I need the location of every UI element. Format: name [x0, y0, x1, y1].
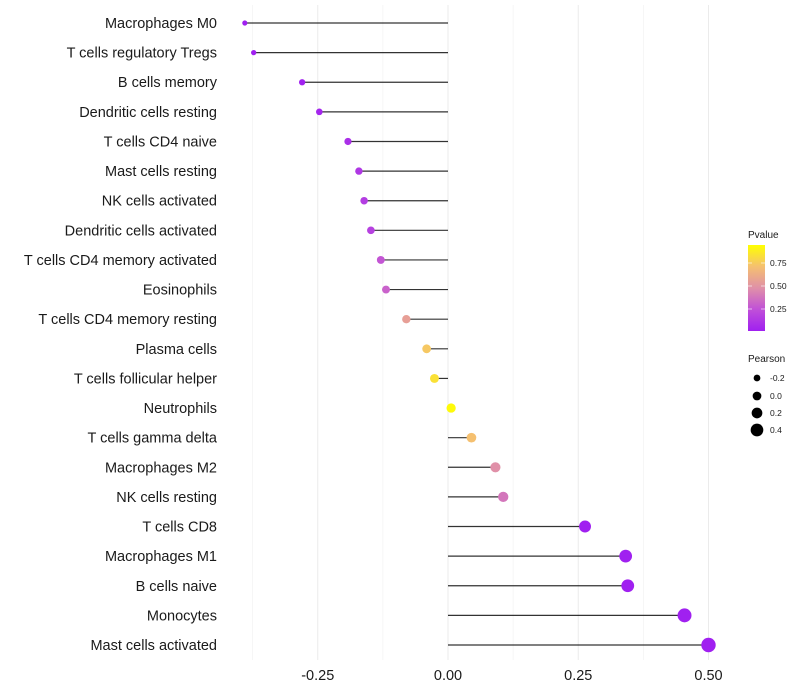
colorbar-tick-label: 0.50 — [770, 281, 787, 291]
lollipop-point — [367, 226, 375, 235]
lollipop-point — [422, 344, 432, 354]
y-tick-label: NK cells activated — [102, 194, 217, 210]
y-tick-label: T cells CD4 memory resting — [38, 312, 217, 328]
size-legend-label: 0.4 — [770, 425, 782, 435]
y-tick-label: Plasma cells — [136, 342, 217, 358]
y-tick-label: T cells gamma delta — [88, 431, 218, 447]
y-tick-label: Macrophages M1 — [105, 549, 217, 565]
colorbar-tick-label: 0.25 — [770, 304, 787, 314]
y-tick-label: Eosinophils — [143, 283, 217, 299]
y-tick-label: Macrophages M0 — [105, 16, 217, 32]
lollipop-point — [579, 520, 591, 533]
y-tick-label: Dendritic cells resting — [79, 105, 217, 121]
size-legend-key — [753, 374, 761, 382]
lollipop-point — [466, 432, 477, 443]
y-tick-label: T cells CD8 — [142, 520, 217, 536]
gridlines — [252, 5, 709, 660]
y-tick-label: T cells follicular helper — [74, 371, 217, 387]
lollipop-point — [360, 196, 368, 205]
y-tick-label: Neutrophils — [144, 401, 217, 417]
pearson-legend-title: Pearson — [748, 354, 785, 365]
y-tick-label: T cells regulatory Tregs — [67, 46, 217, 62]
lollipop-point — [382, 285, 390, 294]
y-tick-label: B cells memory — [118, 75, 218, 91]
x-tick-label: -0.25 — [301, 668, 334, 684]
lollipop-points — [242, 20, 716, 653]
y-tick-label: Macrophages M2 — [105, 460, 217, 476]
size-legend-key — [752, 391, 762, 401]
x-tick-label: 0.25 — [564, 668, 592, 684]
pvalue-legend-title: Pvalue — [748, 230, 779, 241]
size-legend-label: 0.0 — [770, 391, 782, 401]
lollipop-point — [376, 256, 385, 264]
lollipop-point — [490, 462, 501, 473]
lollipop-point — [242, 20, 248, 26]
y-tick-label: T cells CD4 memory activated — [24, 253, 217, 269]
lollipop-point — [251, 49, 257, 56]
x-tick-label: 0.00 — [434, 668, 462, 684]
x-tick-label: 0.50 — [694, 668, 722, 684]
y-axis-labels: Macrophages M0 T cells regulatory Tregs B … — [24, 16, 218, 654]
y-tick-label: Dendritic cells activated — [65, 223, 217, 239]
lollipop-point — [701, 637, 716, 653]
colorbar-tick-label: 0.75 — [770, 258, 787, 268]
lollipop-point — [621, 579, 635, 593]
y-tick-label: Mast cells resting — [105, 164, 217, 180]
lollipop-point — [429, 373, 439, 383]
lollipop-point — [498, 491, 509, 503]
size-legend-key — [751, 407, 763, 419]
lollipop-point — [344, 137, 352, 146]
y-tick-label: T cells CD4 naive — [104, 134, 217, 150]
pvalue-legend: Pvalue 0.25 0.50 0.75 — [748, 230, 787, 331]
y-tick-label: Mast cells activated — [90, 638, 217, 654]
y-tick-label: Monocytes — [147, 608, 217, 624]
lollipop-point — [355, 167, 363, 175]
lollipop-point — [619, 549, 633, 563]
lollipop-point — [677, 608, 692, 623]
lollipop-segments — [244, 22, 709, 646]
pearson-legend: Pearson -0.2 0.0 0.2 0.4 — [748, 354, 785, 437]
size-legend-label: 0.2 — [770, 408, 782, 418]
x-axis-labels: -0.25 0.00 0.25 0.50 — [301, 668, 722, 684]
size-legend-label: -0.2 — [770, 373, 785, 383]
lollipop-point — [315, 108, 323, 116]
y-tick-label: NK cells resting — [116, 490, 217, 506]
lollipop-point — [298, 79, 306, 86]
lollipop-point — [446, 403, 456, 413]
lollipop-point — [402, 315, 411, 324]
pvalue-colorbar — [748, 245, 765, 331]
y-tick-label: B cells naive — [136, 579, 217, 595]
size-legend-key — [750, 423, 764, 437]
